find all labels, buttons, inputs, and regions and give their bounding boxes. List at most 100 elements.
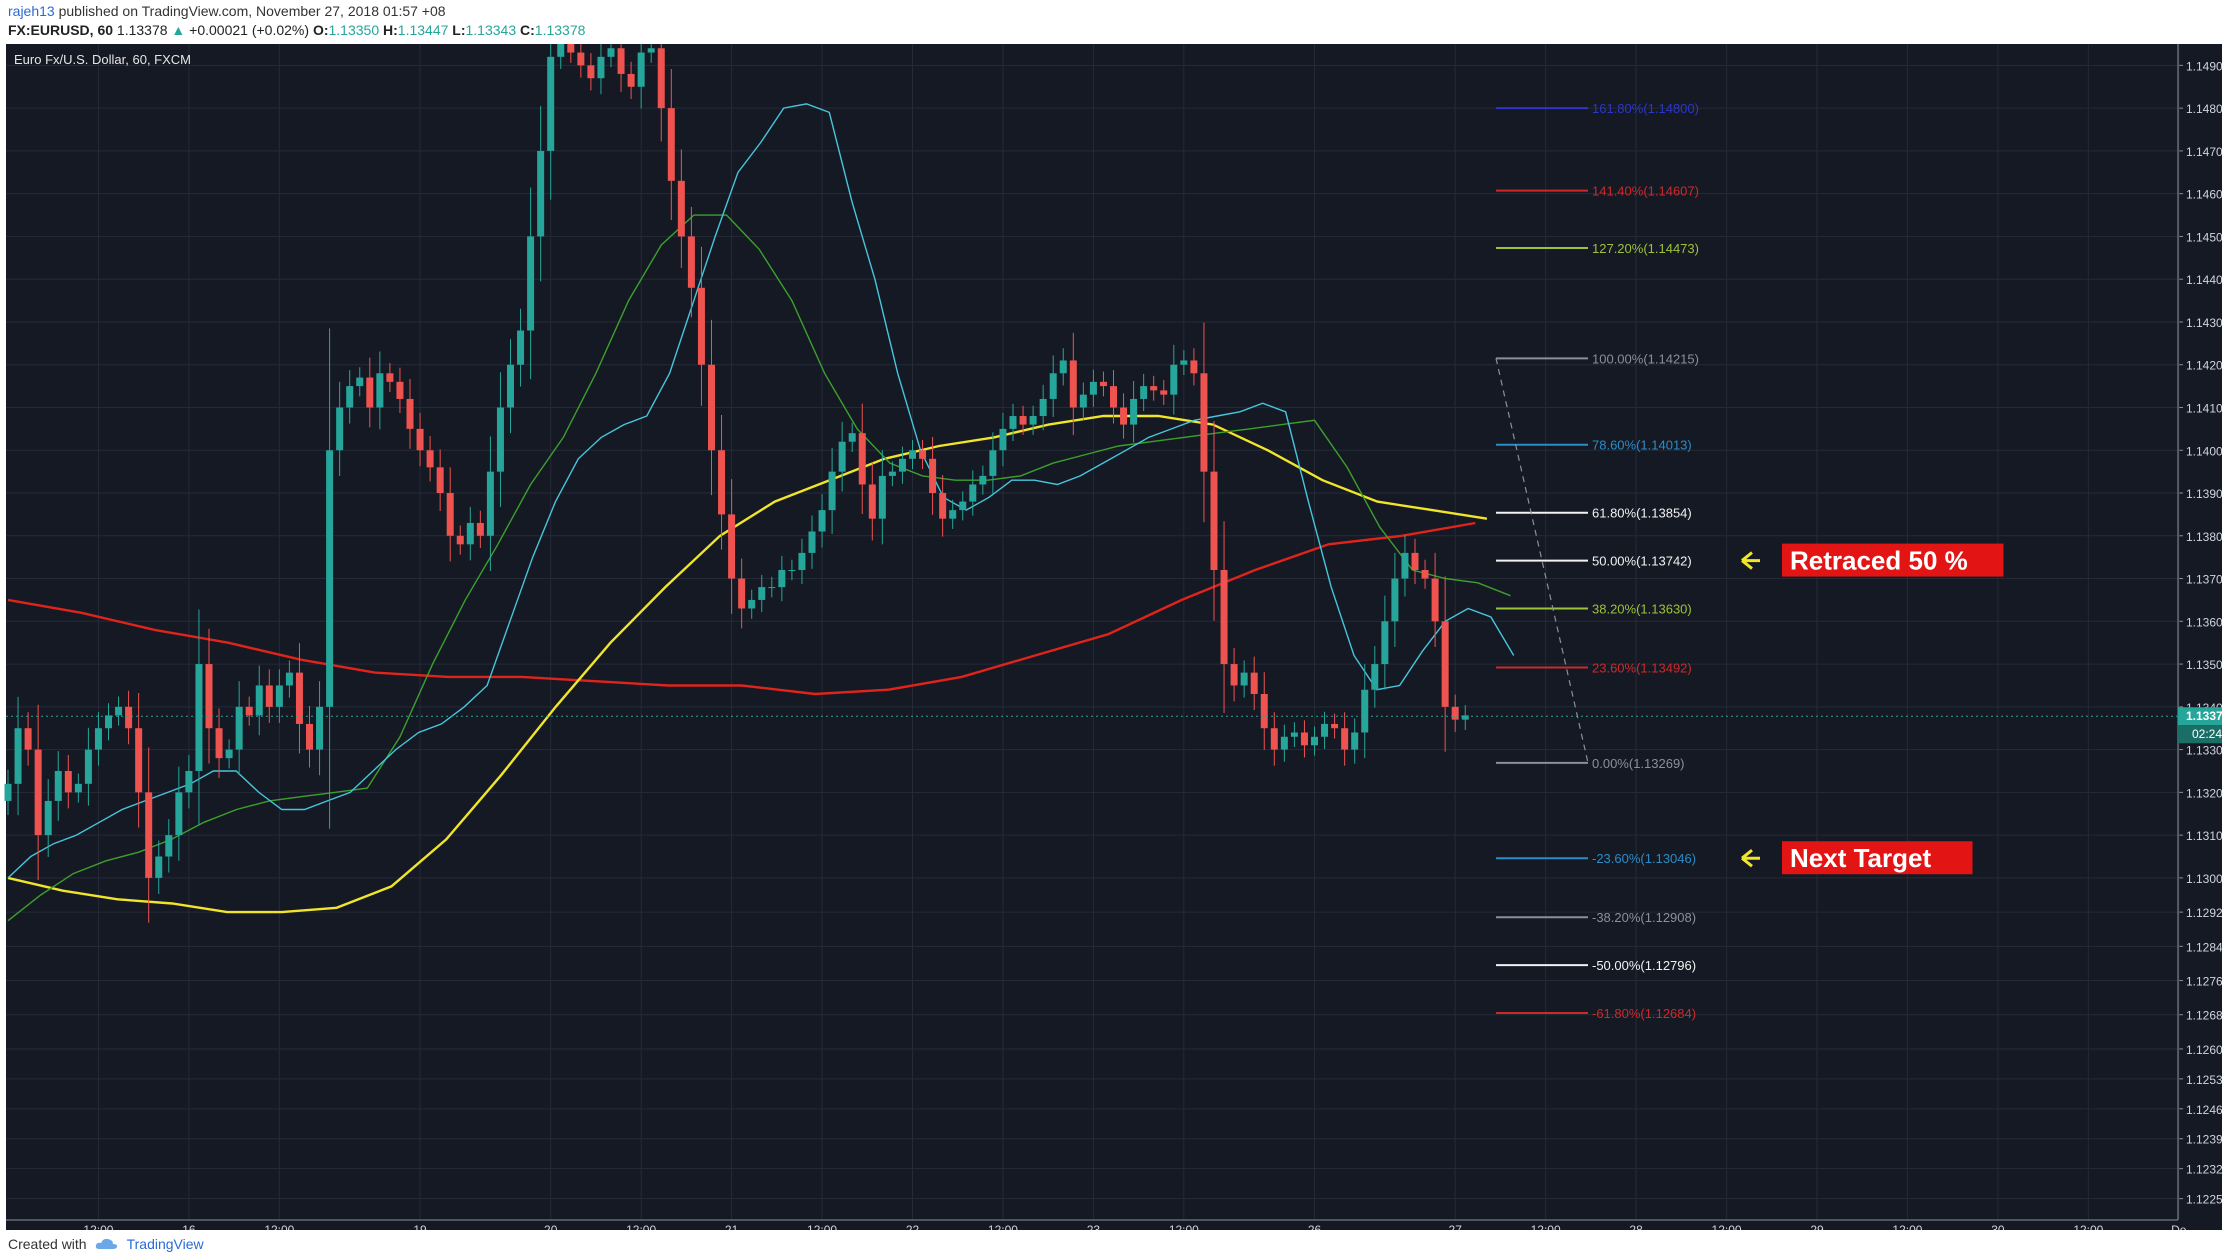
candle-body [1331, 723, 1339, 729]
candle-body [738, 578, 746, 609]
candle-body [1341, 728, 1349, 750]
candle-body [718, 450, 726, 515]
candle-body [708, 364, 715, 451]
candle-body [1180, 360, 1188, 365]
candle-body [888, 471, 896, 476]
candle-body [1009, 416, 1017, 429]
annotation-box [1782, 543, 2004, 577]
candle-body [929, 458, 937, 494]
annotation-text: Next Target [1790, 843, 1931, 873]
candle-body [1311, 736, 1318, 746]
annotation-0: Retraced 50 % [1741, 543, 2004, 577]
candle-body [34, 749, 42, 836]
fib-level-label: 0.00%(1.13269) [1592, 756, 1685, 771]
candle-body [1240, 672, 1248, 686]
candle-body [24, 728, 32, 750]
candle-body [577, 52, 585, 66]
candle-body [1411, 552, 1419, 570]
y-tick-label: 1.12250 [2186, 1193, 2222, 1207]
candle-body [667, 108, 675, 181]
price-chart[interactable]: 1.14900 1.14800 1.14700 1.14600 1.14500 1.144… [0, 44, 2222, 1230]
candle-body [336, 407, 344, 451]
price-change: +0.00021 (+0.02%) [189, 22, 310, 38]
candle-body [1260, 694, 1268, 729]
candle-body [788, 569, 796, 571]
price-axis-background [2178, 44, 2222, 1230]
x-tick-label: 16 [182, 1223, 196, 1230]
ohlc-line: FX:EURUSD, 60 1.13378 ▲ +0.00021 (+0.02%… [8, 22, 585, 38]
candle-body [476, 522, 484, 536]
ema-50-line [7, 214, 1511, 922]
candle-body [396, 381, 404, 399]
candle-body [306, 723, 313, 750]
x-tick-label: 12:00 [1892, 1223, 1922, 1230]
y-tick-label: 1.12460 [2186, 1103, 2222, 1117]
candle-body [1391, 578, 1399, 622]
y-tick-label: 1.12760 [2186, 975, 2222, 989]
candle-body [1270, 728, 1278, 750]
candle-body [657, 48, 665, 109]
fib-level-label: 78.60%(1.14013) [1592, 438, 1692, 453]
y-tick-label: 1.12920 [2186, 906, 2222, 920]
y-tick-label: 1.13100 [2186, 829, 2222, 843]
candle-body [356, 377, 364, 387]
candle-body [1250, 672, 1258, 695]
candle-body [939, 493, 947, 519]
y-tick-label: 1.13700 [2186, 573, 2222, 587]
candle-body [1371, 664, 1379, 690]
candle-body [959, 501, 967, 511]
y-tick-label: 1.12600 [2186, 1043, 2222, 1057]
candle-body [778, 569, 786, 588]
candle-body [1200, 373, 1208, 472]
last-price-badge-label: 1.13378 [2186, 709, 2222, 723]
fib-level-label: -38.20%(1.12908) [1592, 910, 1696, 925]
ema-200-line [7, 521, 1476, 696]
publisher-line: rajeh13 published on TradingView.com, No… [8, 3, 446, 19]
candle-body [456, 535, 464, 545]
candle-body [1220, 569, 1228, 665]
y-tick-label: 1.14200 [2186, 359, 2222, 373]
y-tick-label: 1.13900 [2186, 487, 2222, 501]
x-tick-label: 12:00 [83, 1223, 113, 1230]
candle-body [496, 407, 504, 472]
tradingview-cloud-icon [95, 1238, 117, 1249]
fib-level-label: 141.40%(1.14607) [1592, 184, 1699, 199]
tradingview-brand[interactable]: TradingView [126, 1236, 204, 1252]
fib-trend-line[interactable] [1495, 358, 1589, 763]
candle-body [446, 493, 454, 536]
yellow-arrow-icon [1741, 551, 1760, 570]
ema-20-line [7, 103, 1515, 879]
symbol-label: FX:EURUSD, 60 [8, 22, 114, 38]
candle-body [125, 706, 133, 729]
publisher-username[interactable]: rajeh13 [8, 3, 55, 19]
candle-body [265, 685, 273, 707]
candle-body [637, 52, 645, 87]
candle-body [677, 180, 685, 237]
candle-body [1210, 471, 1218, 570]
candle-body [275, 685, 283, 707]
x-tick-label: 12:00 [1712, 1223, 1742, 1230]
candle-body [999, 428, 1007, 451]
fib-level-label: 50.00%(1.13742) [1592, 554, 1692, 569]
x-tick-label: 27 [1449, 1223, 1463, 1230]
candle-body [808, 531, 816, 553]
candle-body [376, 373, 384, 408]
y-tick-label: 1.12530 [2186, 1073, 2222, 1087]
y-tick-label: 1.12320 [2186, 1163, 2222, 1177]
candle-body [989, 450, 997, 476]
candle-body [255, 685, 263, 716]
candle-body [969, 484, 977, 502]
x-tick-label: 19 [413, 1223, 427, 1230]
high-value: 1.13447 [397, 22, 449, 38]
fib-level-label: 61.80%(1.13854) [1592, 506, 1692, 521]
candle-body [1059, 360, 1067, 374]
candle-body [225, 749, 233, 759]
candle-body [607, 48, 615, 57]
candle-body [617, 48, 625, 74]
candle-body [155, 856, 163, 878]
candle-body [758, 587, 766, 600]
candle-body [1089, 381, 1097, 395]
candle-body [949, 510, 957, 519]
chart-background [6, 44, 2178, 1220]
candle-body [1079, 394, 1087, 408]
